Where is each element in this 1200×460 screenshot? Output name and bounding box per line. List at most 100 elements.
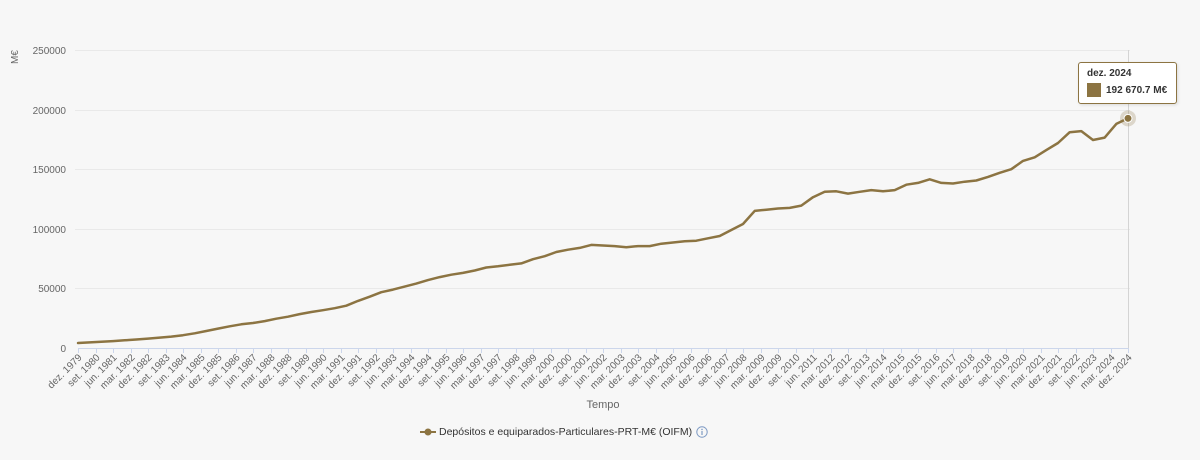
y-tick-label: 250000: [33, 46, 67, 57]
data-point[interactable]: [985, 174, 991, 180]
data-point[interactable]: [973, 178, 979, 184]
data-point[interactable]: [297, 311, 303, 317]
data-point[interactable]: [157, 335, 163, 341]
info-icon[interactable]: [696, 426, 708, 438]
data-point[interactable]: [262, 318, 268, 324]
data-point[interactable]: [133, 337, 139, 343]
data-point[interactable]: [880, 188, 886, 194]
data-point[interactable]: [857, 189, 863, 195]
data-point[interactable]: [507, 262, 513, 268]
data-point[interactable]: [448, 272, 454, 278]
data-point[interactable]: [1055, 140, 1061, 146]
data-point[interactable]: [833, 188, 839, 194]
data-point[interactable]: [203, 328, 209, 334]
data-point[interactable]: [495, 263, 501, 269]
data-point[interactable]: [845, 191, 851, 197]
data-point[interactable]: [425, 277, 431, 283]
data-point[interactable]: [273, 316, 279, 322]
data-point[interactable]: [565, 247, 571, 253]
data-point[interactable]: [600, 243, 606, 249]
data-point[interactable]: [1043, 147, 1049, 153]
data-point[interactable]: [518, 260, 524, 266]
data-point[interactable]: [378, 289, 384, 295]
data-point[interactable]: [577, 245, 583, 251]
data-point[interactable]: [355, 298, 361, 304]
data-point[interactable]: [763, 207, 769, 213]
data-point[interactable]: [145, 336, 151, 342]
data-point[interactable]: [308, 309, 314, 315]
data-point[interactable]: [670, 240, 676, 246]
data-point[interactable]: [903, 182, 909, 188]
data-point[interactable]: [950, 181, 956, 187]
data-point[interactable]: [332, 305, 338, 311]
data-point[interactable]: [915, 180, 921, 186]
data-point[interactable]: [180, 332, 186, 338]
data-point[interactable]: [238, 321, 244, 327]
data-point[interactable]: [787, 205, 793, 211]
data-point[interactable]: [215, 326, 221, 332]
data-point[interactable]: [693, 238, 699, 244]
data-point[interactable]: [343, 303, 349, 309]
data-point[interactable]: [87, 339, 93, 345]
data-point[interactable]: [168, 334, 174, 340]
data-point[interactable]: [553, 249, 559, 255]
data-point[interactable]: [822, 189, 828, 195]
data-point[interactable]: [285, 314, 291, 320]
data-point[interactable]: [717, 233, 723, 239]
data-point[interactable]: [658, 241, 664, 247]
data-point[interactable]: [962, 179, 968, 185]
data-point[interactable]: [752, 208, 758, 214]
data-point[interactable]: [437, 274, 443, 280]
tooltip-color-swatch: [1087, 83, 1101, 97]
data-point[interactable]: [1020, 158, 1026, 164]
data-point[interactable]: [775, 206, 781, 212]
data-point[interactable]: [75, 340, 81, 346]
data-point[interactable]: [483, 265, 489, 271]
data-point[interactable]: [250, 320, 256, 326]
tooltip-title: dez. 2024: [1087, 68, 1132, 79]
data-point[interactable]: [1090, 137, 1096, 143]
data-point[interactable]: [798, 203, 804, 209]
data-point[interactable]: [530, 256, 536, 262]
data-point[interactable]: [460, 270, 466, 276]
legend-item[interactable]: Depósitos e equiparados-Particulares-PRT…: [420, 425, 708, 439]
data-point[interactable]: [1102, 135, 1108, 141]
data-point[interactable]: [110, 338, 116, 344]
data-point[interactable]: [705, 235, 711, 241]
data-point[interactable]: [402, 284, 408, 290]
y-tick-label: 100000: [33, 225, 67, 236]
data-point[interactable]: [1078, 128, 1084, 134]
data-point[interactable]: [728, 227, 734, 233]
data-point[interactable]: [997, 170, 1003, 176]
data-point[interactable]: [1008, 166, 1014, 172]
data-point[interactable]: [868, 187, 874, 193]
data-point[interactable]: [413, 281, 419, 287]
data-point[interactable]: [98, 339, 104, 345]
data-point[interactable]: [927, 176, 933, 182]
legend-series-symbol: [420, 428, 436, 436]
data-point[interactable]: [682, 238, 688, 244]
data-point[interactable]: [390, 287, 396, 293]
data-point[interactable]: [472, 268, 478, 274]
data-point[interactable]: [542, 253, 548, 259]
y-tick-label: 50000: [38, 284, 66, 295]
data-point[interactable]: [192, 330, 198, 336]
y-axis-labels: 0 50000 100000 150000 200000 250000: [33, 46, 67, 355]
data-point[interactable]: [122, 337, 128, 343]
data-point[interactable]: [1113, 121, 1119, 127]
data-point[interactable]: [938, 180, 944, 186]
data-point[interactable]: [810, 194, 816, 200]
data-point[interactable]: [623, 244, 629, 250]
data-point[interactable]: [320, 307, 326, 313]
data-point[interactable]: [367, 294, 373, 300]
data-point[interactable]: [588, 242, 594, 248]
series-line[interactable]: [76, 117, 1130, 345]
data-point[interactable]: [892, 187, 898, 193]
data-point[interactable]: [227, 323, 233, 329]
data-point[interactable]: [612, 243, 618, 249]
data-point[interactable]: [740, 221, 746, 227]
data-point[interactable]: [1032, 154, 1038, 160]
data-point[interactable]: [635, 243, 641, 249]
data-point[interactable]: [1067, 129, 1073, 135]
data-point[interactable]: [647, 243, 653, 249]
